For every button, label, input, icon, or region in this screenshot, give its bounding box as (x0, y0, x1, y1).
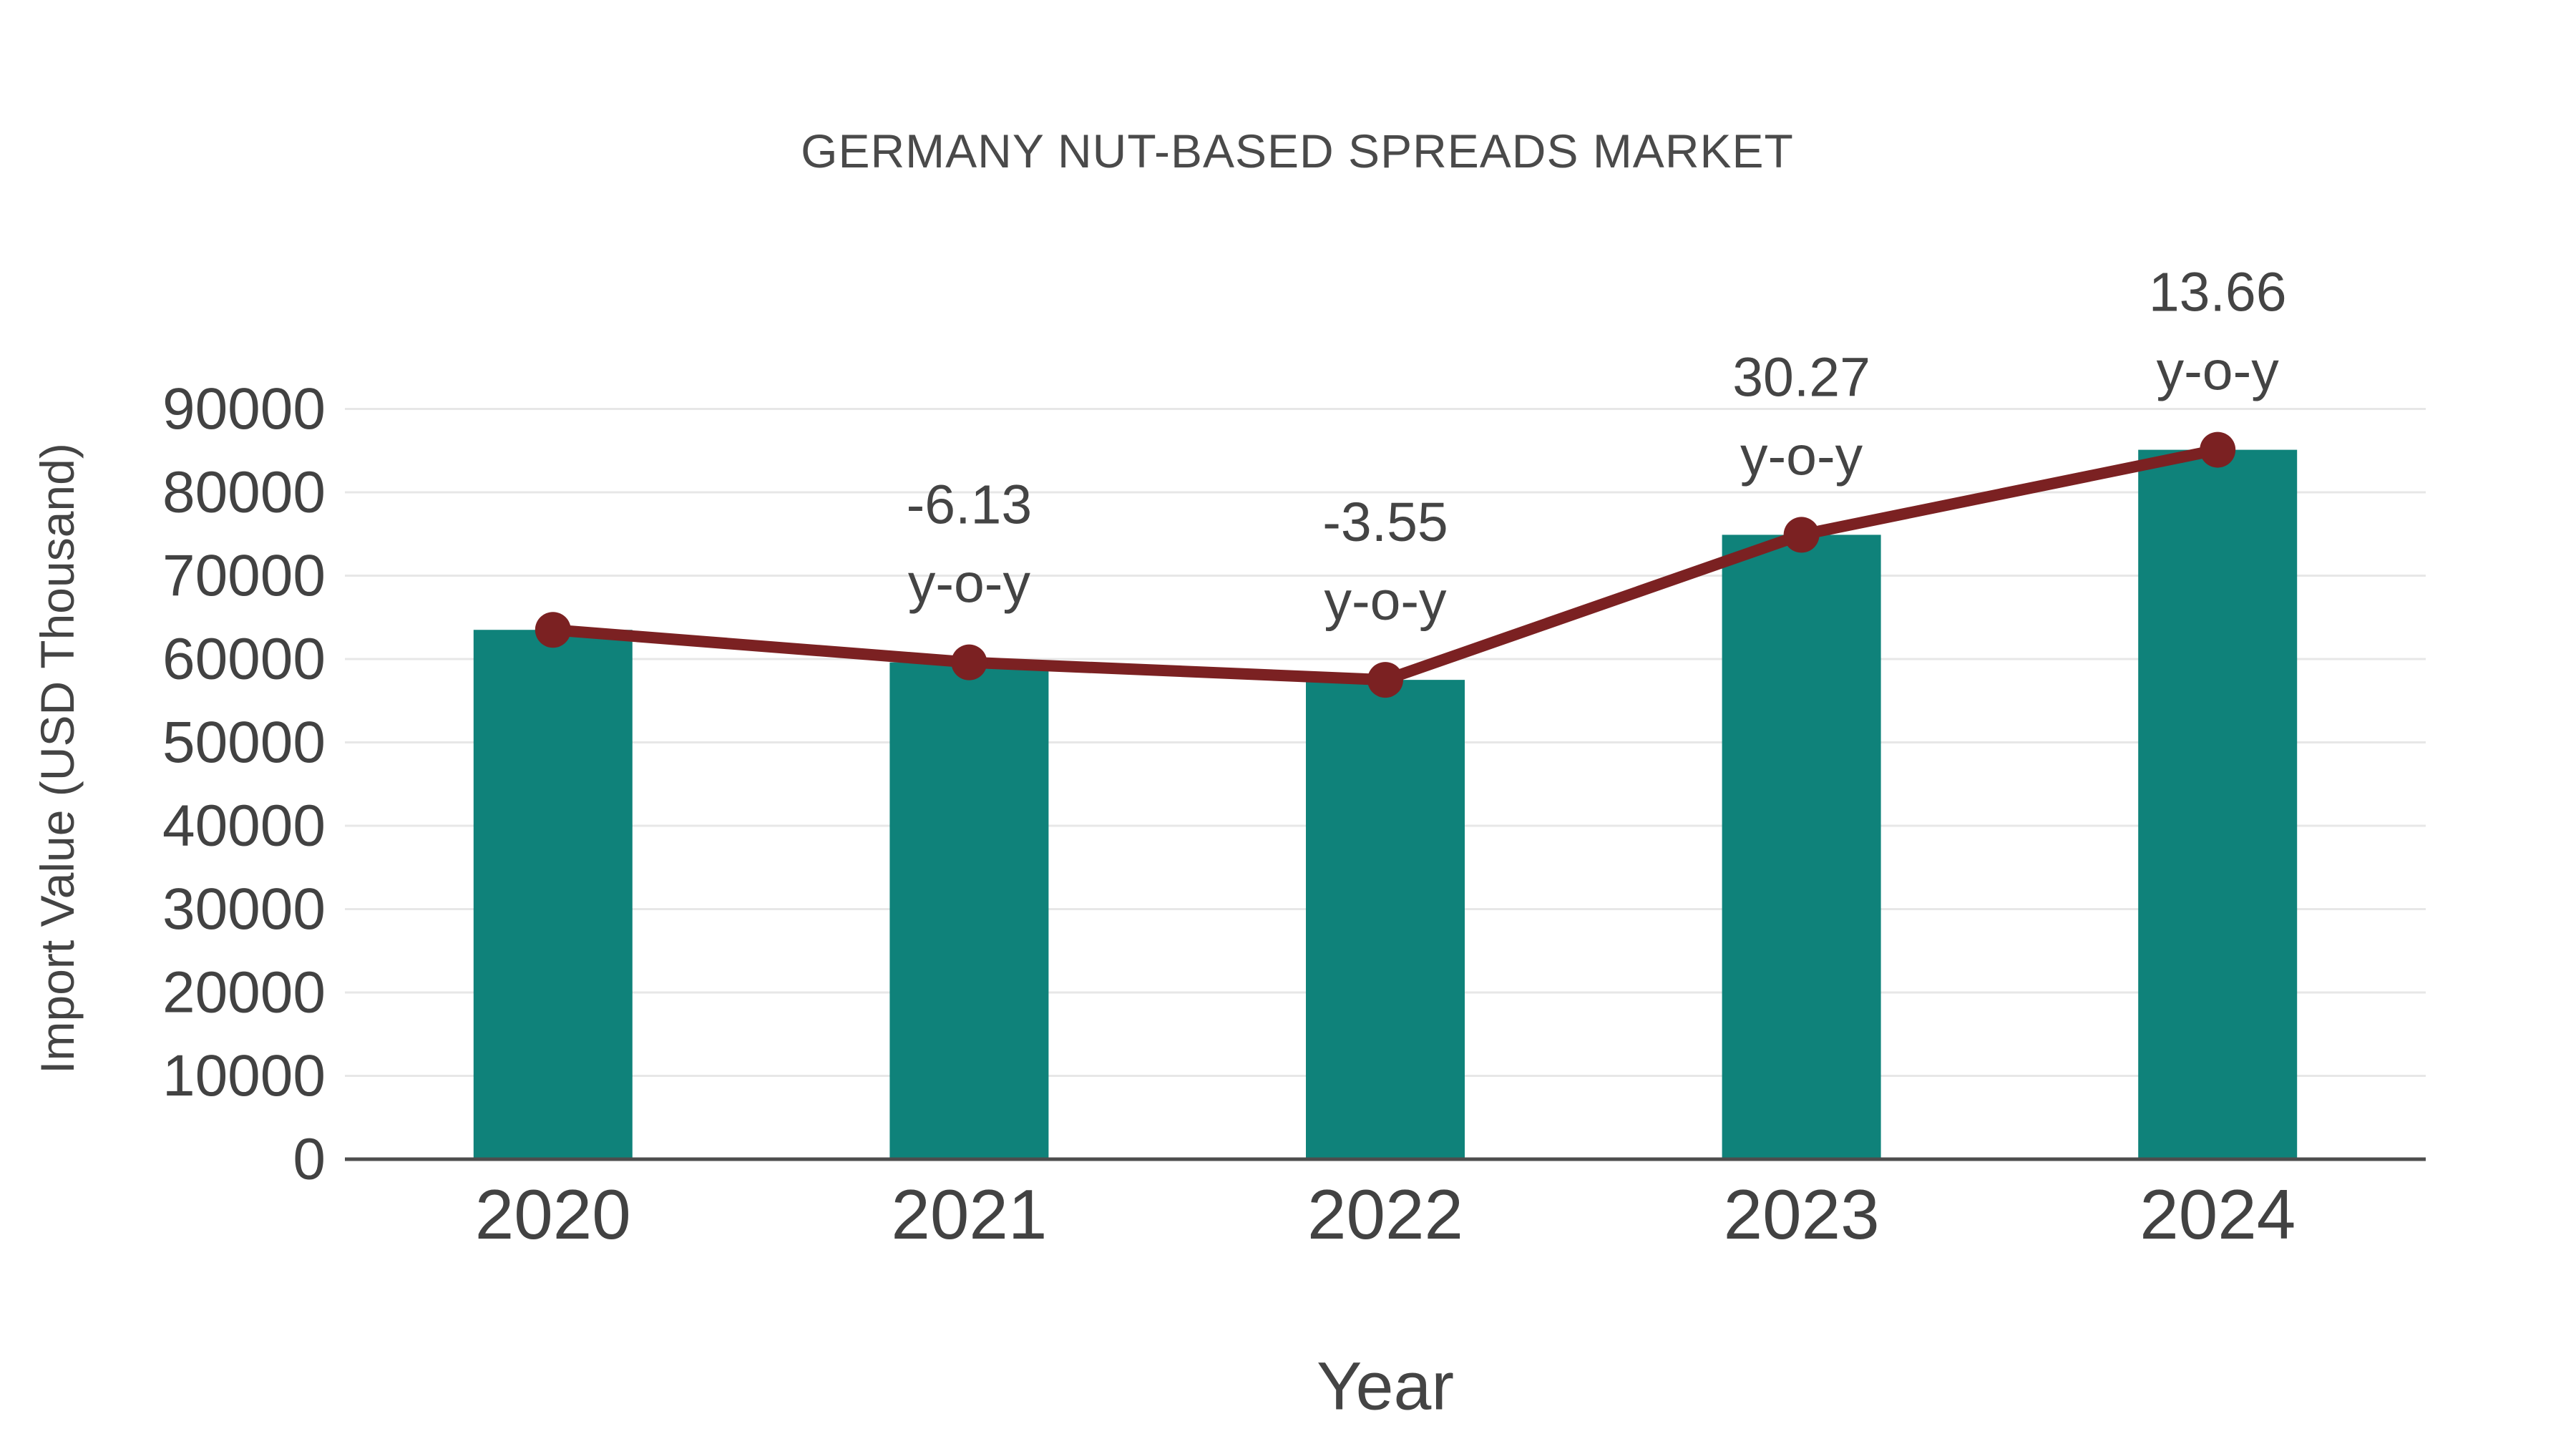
annotation-value-2024: 13.66 (2149, 262, 2287, 323)
annotation-suffix-2021: y-o-y (908, 553, 1031, 615)
y-tick-20000: 20000 (162, 960, 326, 1025)
annotation-suffix-2024: y-o-y (2157, 341, 2280, 402)
annotation-value-2021: -6.13 (907, 474, 1033, 536)
bar-2021 (889, 662, 1049, 1159)
x-tick-2023: 2023 (1724, 1175, 1880, 1254)
marker-2023 (1783, 517, 1820, 553)
annotation-suffix-2023: y-o-y (1740, 425, 1863, 487)
bar-2020 (473, 630, 633, 1159)
annotation-suffix-2022: y-o-y (1324, 570, 1447, 632)
x-tick-2020: 2020 (475, 1175, 631, 1254)
chart-title: GERMANY NUT-BASED SPREADS MARKET (801, 125, 1794, 177)
x-tick-2022: 2022 (1307, 1175, 1463, 1254)
y-tick-60000: 60000 (162, 627, 326, 692)
y-tick-50000: 50000 (162, 710, 326, 775)
annotation-value-2023: 30.27 (1732, 346, 1870, 408)
x-tick-2021: 2021 (891, 1175, 1047, 1254)
y-tick-40000: 40000 (162, 794, 326, 859)
bar-2024 (2138, 449, 2298, 1159)
y-tick-70000: 70000 (162, 543, 326, 608)
x-axis-title: Year (1317, 1348, 1454, 1425)
marker-2024 (2200, 431, 2236, 468)
y-tick-80000: 80000 (162, 460, 326, 525)
trend-line (547, 444, 2224, 686)
marker-2021 (951, 644, 987, 680)
marker-2020 (535, 612, 571, 648)
marker-2022 (1367, 662, 1403, 698)
y-tick-90000: 90000 (162, 376, 326, 441)
y-tick-0: 0 (293, 1127, 326, 1192)
y-tick-10000: 10000 (162, 1043, 326, 1108)
x-tick-2024: 2024 (2140, 1175, 2296, 1254)
y-tick-30000: 30000 (162, 877, 326, 942)
annotation-value-2022: -3.55 (1322, 492, 1448, 553)
bar-2023 (1722, 535, 1881, 1159)
bar-2022 (1306, 680, 1465, 1159)
